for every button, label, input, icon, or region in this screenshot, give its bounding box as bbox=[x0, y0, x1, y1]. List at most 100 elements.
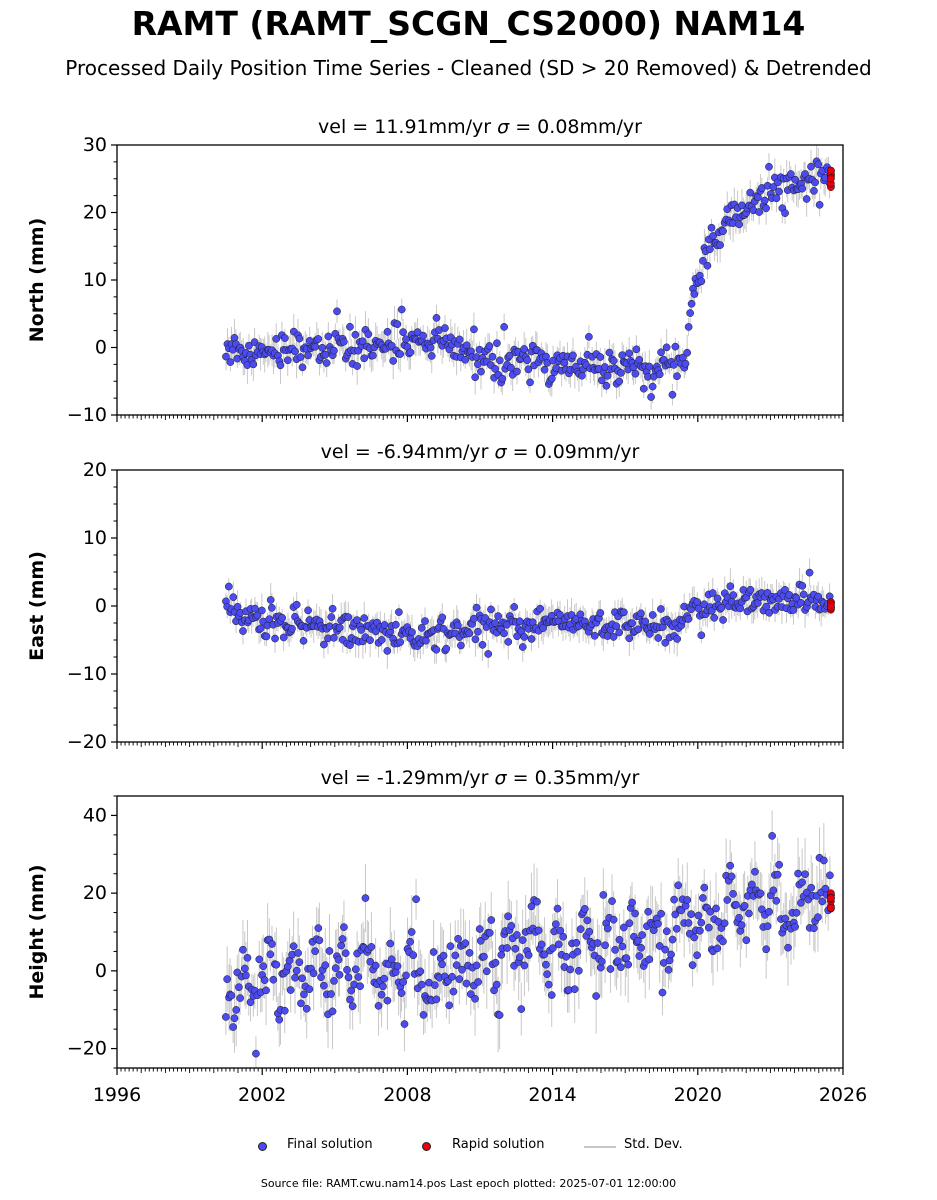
sigma-symbol: σ bbox=[495, 441, 508, 463]
final-point bbox=[662, 927, 671, 936]
final-point bbox=[406, 937, 414, 946]
panel-title-height: vel = -1.29mm/yr σ = 0.35mm/yr bbox=[321, 767, 640, 789]
final-point bbox=[484, 650, 493, 658]
final-point bbox=[655, 370, 664, 379]
final-point bbox=[686, 309, 694, 317]
final-point bbox=[742, 936, 751, 945]
final-point bbox=[807, 883, 816, 892]
final-point bbox=[719, 227, 727, 236]
final-point bbox=[260, 976, 269, 984]
final-point bbox=[613, 957, 622, 966]
final-point bbox=[344, 613, 353, 621]
final-point bbox=[222, 352, 230, 361]
final-point bbox=[807, 162, 815, 171]
y-tick-label: 40 bbox=[83, 804, 107, 826]
final-point bbox=[690, 933, 699, 942]
sigma-value: = 0.09mm/yr bbox=[507, 441, 640, 463]
final-point bbox=[386, 939, 395, 948]
legend-rapid-marker bbox=[422, 1142, 431, 1151]
final-point bbox=[353, 616, 361, 624]
sigma-value: = 0.35mm/yr bbox=[507, 767, 640, 789]
final-point bbox=[672, 924, 681, 933]
final-point bbox=[580, 905, 589, 913]
final-point bbox=[409, 951, 418, 960]
final-point bbox=[709, 232, 717, 240]
final-point bbox=[280, 334, 289, 342]
final-point bbox=[572, 938, 581, 947]
final-point bbox=[655, 942, 664, 950]
final-point bbox=[462, 979, 471, 988]
final-point bbox=[520, 961, 529, 970]
final-point bbox=[429, 948, 438, 956]
y-tick-label: 10 bbox=[83, 527, 107, 549]
final-point bbox=[413, 328, 422, 337]
final-point bbox=[492, 980, 501, 989]
final-point bbox=[775, 187, 783, 196]
final-point bbox=[299, 637, 308, 645]
final-point bbox=[453, 621, 462, 630]
final-point bbox=[596, 609, 605, 617]
final-point bbox=[478, 640, 487, 649]
final-point bbox=[330, 977, 338, 985]
final-point bbox=[631, 909, 639, 918]
final-point bbox=[687, 299, 696, 308]
final-point bbox=[609, 356, 618, 365]
final-point bbox=[259, 962, 268, 971]
final-point bbox=[513, 367, 521, 376]
final-point bbox=[792, 908, 801, 917]
final-point bbox=[280, 1006, 289, 1015]
final-point bbox=[465, 629, 474, 638]
final-point bbox=[625, 634, 634, 643]
final-point bbox=[232, 1006, 241, 1014]
final-point bbox=[462, 341, 471, 350]
final-point bbox=[518, 936, 527, 944]
final-point bbox=[357, 626, 366, 634]
y-tick-label: 0 bbox=[95, 337, 107, 359]
final-point bbox=[393, 962, 402, 971]
final-point bbox=[575, 966, 583, 975]
final-point bbox=[540, 365, 549, 374]
final-point bbox=[230, 1014, 239, 1023]
final-point bbox=[333, 307, 341, 316]
final-point bbox=[487, 916, 496, 924]
final-point bbox=[569, 351, 577, 360]
final-point bbox=[612, 622, 621, 631]
final-point bbox=[745, 909, 753, 918]
final-point bbox=[309, 969, 318, 978]
final-point bbox=[445, 1001, 454, 1010]
final-point bbox=[374, 1002, 383, 1010]
final-point bbox=[818, 897, 827, 906]
final-point bbox=[543, 970, 552, 979]
final-point bbox=[393, 320, 402, 329]
final-point bbox=[292, 600, 301, 609]
final-point bbox=[477, 367, 485, 376]
final-point bbox=[380, 621, 389, 629]
final-point bbox=[406, 348, 415, 357]
y-tick-label: 0 bbox=[95, 960, 107, 982]
final-point bbox=[762, 602, 771, 611]
final-point bbox=[700, 883, 709, 892]
final-point bbox=[638, 931, 646, 939]
final-point bbox=[474, 627, 482, 636]
final-point bbox=[716, 241, 724, 249]
final-point bbox=[255, 955, 264, 964]
final-point bbox=[330, 346, 338, 355]
final-point bbox=[810, 187, 818, 195]
final-point bbox=[726, 861, 735, 870]
final-point bbox=[635, 952, 644, 960]
final-point bbox=[474, 978, 482, 986]
final-point bbox=[560, 359, 569, 367]
final-point bbox=[491, 365, 499, 373]
panel-title-north: vel = 11.91mm/yr σ = 0.08mm/yr bbox=[318, 116, 642, 138]
y-tick-label: 20 bbox=[83, 459, 107, 481]
final-point bbox=[814, 160, 823, 169]
final-point bbox=[227, 991, 236, 1000]
final-point bbox=[427, 352, 436, 360]
final-point bbox=[335, 970, 344, 979]
final-point bbox=[471, 994, 479, 1003]
final-point bbox=[369, 351, 377, 360]
final-point bbox=[432, 645, 441, 654]
x-tick-label: 2002 bbox=[238, 1084, 286, 1106]
final-point bbox=[622, 954, 631, 962]
final-point bbox=[645, 955, 654, 964]
